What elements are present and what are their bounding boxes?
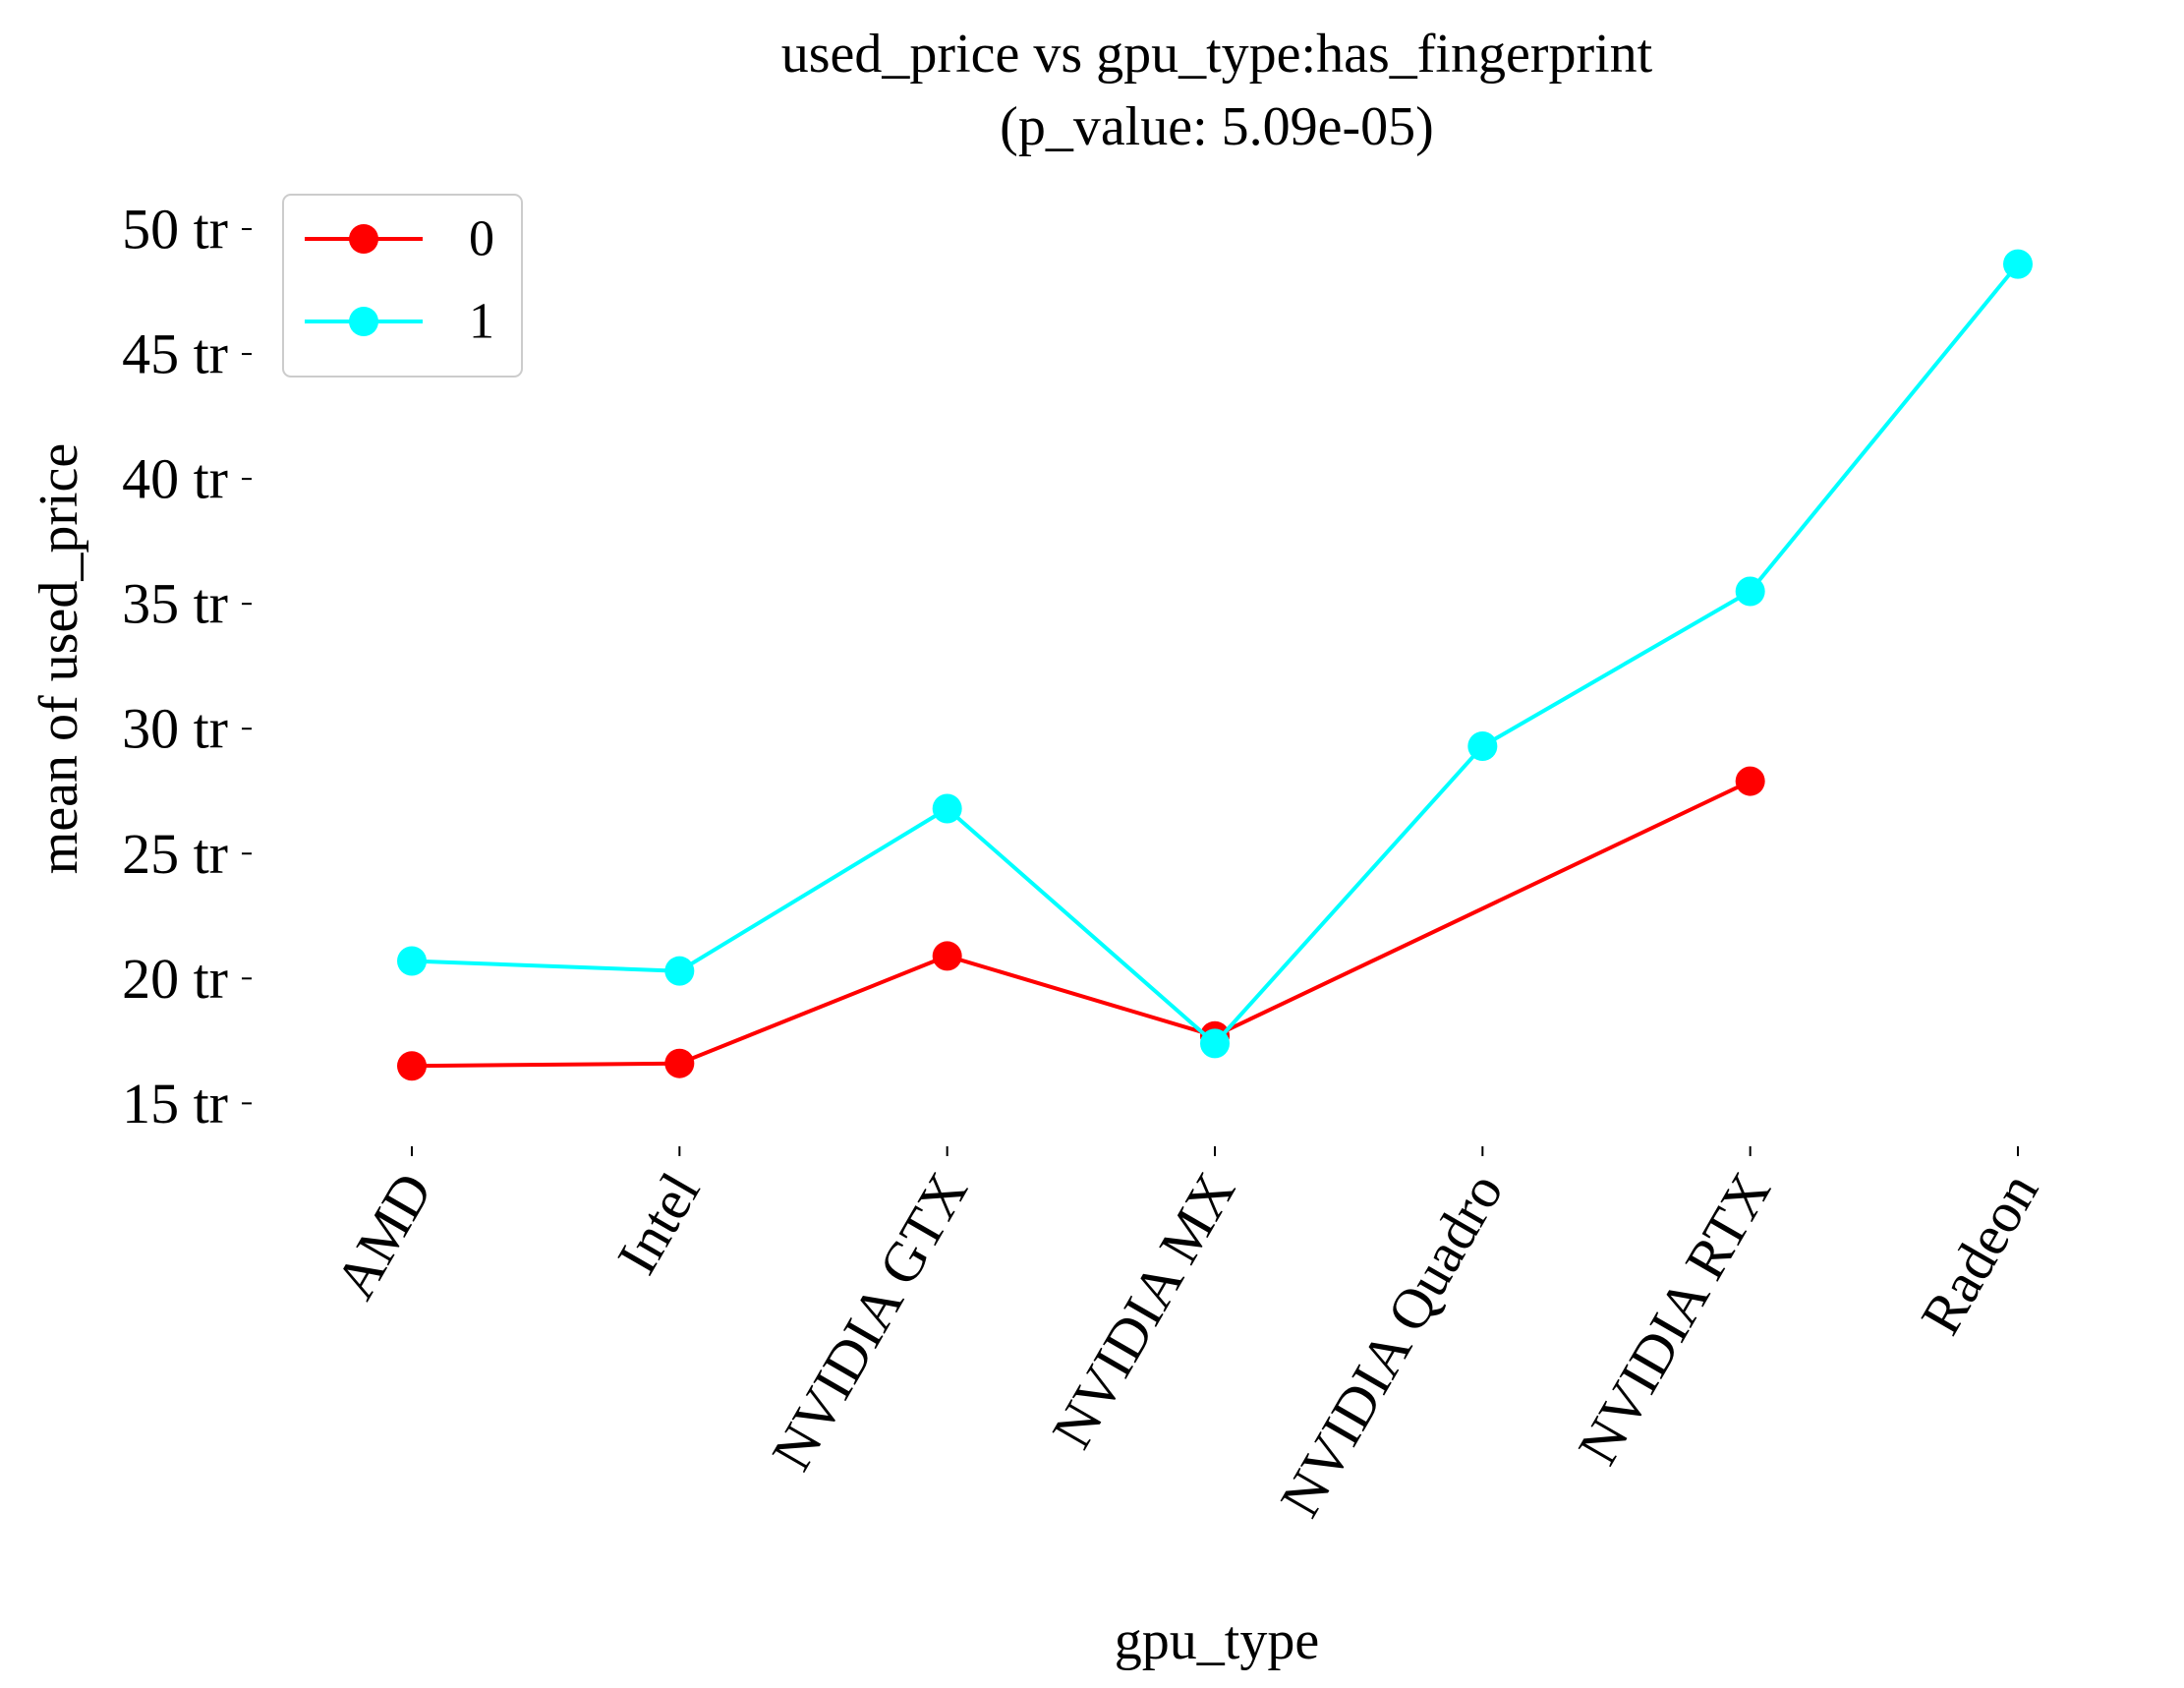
- chart-subtitle: (p_value: 5.09e-05): [1000, 96, 1434, 157]
- x-tick-label: NVIDIA MX: [1039, 1162, 1247, 1459]
- y-axis-ticks: 15 tr 20 tr 25 tr 30 tr 35 tr 40 tr 45 tr 50 tr: [122, 198, 252, 1135]
- x-tick-label: AMD: [322, 1162, 444, 1310]
- data-point: [932, 793, 962, 824]
- series-layer: [397, 249, 2033, 1081]
- legend: 01: [282, 194, 523, 378]
- series-line: [411, 262, 2020, 1046]
- x-tick-label: Radeon: [1908, 1162, 2050, 1345]
- x-tick-label: NVIDIA RTX: [1566, 1162, 1783, 1475]
- y-tick-label: 30 tr: [122, 697, 228, 761]
- series-1: [397, 249, 2033, 1059]
- y-tick-label: 45 tr: [122, 322, 228, 386]
- data-point: [664, 956, 695, 986]
- legend-label: 0: [469, 211, 494, 267]
- x-tick-label: NVIDIA Quadro: [1268, 1162, 1516, 1527]
- data-point: [664, 1048, 695, 1078]
- data-point: [397, 946, 427, 976]
- series-0: [397, 766, 1765, 1081]
- x-tick-label: NVIDIA GTX: [759, 1162, 980, 1481]
- data-point: [1200, 1028, 1230, 1059]
- y-tick-label: 20 tr: [122, 947, 228, 1011]
- y-axis-label: mean of used_price: [29, 443, 89, 874]
- legend-marker: [349, 307, 378, 336]
- data-point: [1467, 730, 1498, 761]
- data-point: [397, 1051, 427, 1081]
- y-tick-label: 35 tr: [122, 572, 228, 636]
- y-tick-label: 40 tr: [122, 447, 228, 511]
- y-tick-label: 25 tr: [122, 822, 228, 886]
- data-point: [1735, 576, 1765, 607]
- data-point: [1735, 766, 1765, 796]
- chart-title: used_price vs gpu_type:has_fingerprint: [781, 24, 1653, 85]
- x-tick-label: Intel: [604, 1162, 712, 1285]
- data-point: [2003, 249, 2033, 279]
- y-tick-label: 15 tr: [122, 1072, 228, 1135]
- legend-marker: [349, 224, 378, 254]
- x-axis-label: gpu_type: [1115, 1610, 1319, 1671]
- legend-label: 1: [469, 294, 494, 350]
- data-point: [932, 941, 962, 971]
- x-axis-ticks: AMD Intel NVIDIA GTX NVIDIA MX NVIDIA Quadro…: [322, 1146, 2050, 1527]
- y-tick-label: 50 tr: [122, 198, 228, 262]
